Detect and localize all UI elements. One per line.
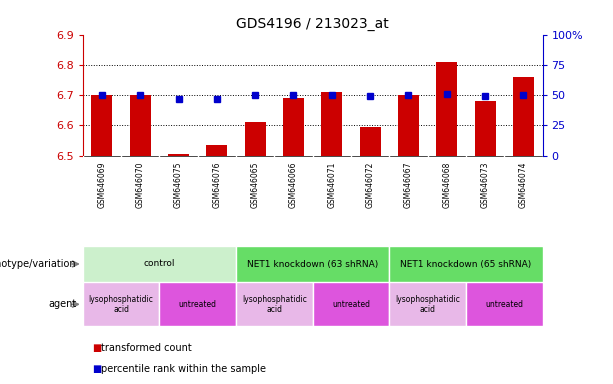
- Bar: [283, 98, 304, 156]
- Text: GSM646068: GSM646068: [442, 162, 451, 208]
- Bar: [168, 154, 189, 156]
- Text: lysophosphatidic
acid: lysophosphatidic acid: [242, 295, 306, 314]
- Text: untreated: untreated: [332, 300, 370, 309]
- Text: GSM646076: GSM646076: [212, 162, 221, 209]
- Text: lysophosphatidic
acid: lysophosphatidic acid: [395, 295, 460, 314]
- Bar: [130, 95, 151, 156]
- Text: lysophosphatidic
acid: lysophosphatidic acid: [89, 295, 153, 314]
- Text: NET1 knockdown (63 shRNA): NET1 knockdown (63 shRNA): [247, 260, 378, 268]
- Title: GDS4196 / 213023_at: GDS4196 / 213023_at: [236, 17, 389, 31]
- Bar: [398, 95, 419, 156]
- Text: NET1 knockdown (65 shRNA): NET1 knockdown (65 shRNA): [400, 260, 531, 268]
- Text: GSM646074: GSM646074: [519, 162, 528, 209]
- Text: GSM646070: GSM646070: [135, 162, 145, 209]
- Text: transformed count: transformed count: [101, 343, 192, 353]
- Bar: [245, 122, 265, 156]
- Bar: [466, 282, 543, 326]
- Bar: [313, 282, 389, 326]
- Bar: [83, 246, 236, 282]
- Bar: [236, 282, 313, 326]
- Text: GSM646066: GSM646066: [289, 162, 298, 209]
- Bar: [513, 77, 534, 156]
- Bar: [91, 95, 112, 156]
- Text: GSM646069: GSM646069: [97, 162, 107, 209]
- Text: control: control: [143, 260, 175, 268]
- Bar: [436, 62, 457, 156]
- Text: GSM646072: GSM646072: [365, 162, 375, 208]
- Bar: [207, 145, 227, 156]
- Text: GSM646073: GSM646073: [481, 162, 490, 209]
- Text: percentile rank within the sample: percentile rank within the sample: [101, 364, 266, 374]
- Text: genotype/variation: genotype/variation: [0, 259, 77, 269]
- Text: GSM646067: GSM646067: [404, 162, 413, 209]
- Text: GSM646065: GSM646065: [251, 162, 260, 209]
- Text: untreated: untreated: [485, 300, 523, 309]
- Text: ■: ■: [92, 343, 101, 353]
- Bar: [360, 127, 381, 156]
- Text: untreated: untreated: [179, 300, 216, 309]
- Bar: [159, 282, 236, 326]
- Text: GSM646071: GSM646071: [327, 162, 337, 208]
- Bar: [474, 101, 495, 156]
- Bar: [389, 246, 543, 282]
- Text: GSM646075: GSM646075: [174, 162, 183, 209]
- Text: agent: agent: [48, 299, 77, 310]
- Bar: [389, 282, 466, 326]
- Bar: [83, 282, 159, 326]
- Bar: [236, 246, 389, 282]
- Bar: [321, 92, 342, 156]
- Text: ■: ■: [92, 364, 101, 374]
